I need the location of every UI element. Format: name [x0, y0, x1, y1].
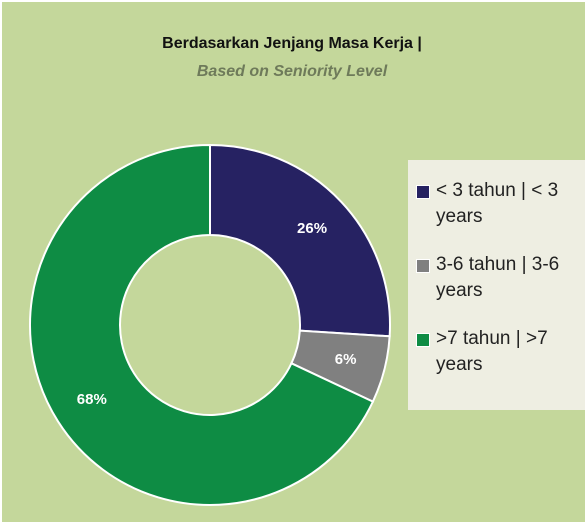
- legend-item: >7 tahun | >7 years: [416, 326, 579, 378]
- legend-swatch: [416, 259, 430, 273]
- legend: < 3 tahun | < 3 years 3-6 tahun | 3-6 yea…: [408, 160, 585, 410]
- legend-swatch: [416, 333, 430, 347]
- legend-item: 3-6 tahun | 3-6 years: [416, 252, 579, 304]
- donut-slice: [29, 143, 375, 506]
- legend-label: 3-6 tahun | 3-6 years: [436, 254, 560, 301]
- chart-subtitle: Based on Seniority Level: [197, 63, 388, 80]
- legend-item: < 3 tahun | < 3 years: [416, 178, 579, 230]
- data-label: 68%: [77, 391, 107, 408]
- legend-swatch: [416, 185, 430, 199]
- legend-label: < 3 tahun | < 3 years: [436, 180, 559, 227]
- data-label: 26%: [297, 220, 327, 237]
- legend-label: >7 tahun | >7 years: [436, 328, 548, 375]
- data-label: 6%: [335, 351, 357, 368]
- chart-title: Berdasarkan Jenjang Masa Kerja |: [162, 35, 422, 52]
- donut-slice: [209, 143, 391, 338]
